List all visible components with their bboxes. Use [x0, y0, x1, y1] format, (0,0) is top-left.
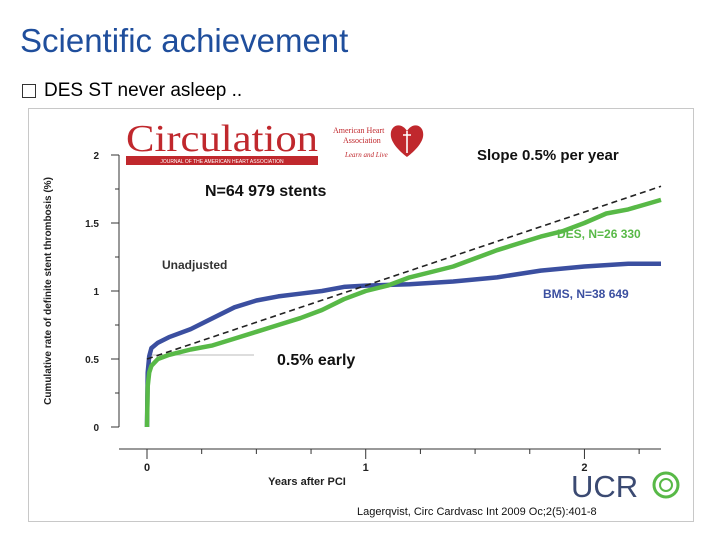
y-tick-label: 1.5 [85, 219, 99, 230]
x-axis-label: Years after PCI [268, 476, 346, 488]
bms-series-line [144, 261, 661, 428]
aha-line2: Association [343, 136, 381, 145]
circulation-logo: Circulation JOURNAL OF THE AMERICAN HEAR… [123, 118, 321, 165]
aha-line1: American Heart [333, 126, 385, 135]
ucr-ring-icon [652, 471, 680, 499]
y-tick-label: 2 [93, 151, 99, 162]
y-ticks: 0 0.5 1 1.5 2 [85, 151, 119, 434]
aha-logo: American Heart Association Learn and Liv… [333, 125, 424, 159]
x-tick-label: 2 [581, 462, 587, 474]
slope-label: Slope 0.5% per year [477, 147, 619, 164]
figure-panel: 0 0.5 1 1.5 2 0 1 2 Cumulative rate of definit… [28, 108, 694, 522]
km-chart: 0 0.5 1 1.5 2 0 1 2 Cumulative rate of definit… [43, 118, 680, 518]
n-stents-label: N=64 979 stents [205, 183, 327, 200]
bullet-item: DES ST never asleep .. [22, 80, 242, 102]
bullet-box-icon [22, 84, 36, 98]
slope-reference-line [146, 185, 662, 360]
bullet-text: DES ST never asleep .. [44, 80, 243, 101]
unadjusted-label: Unadjusted [162, 258, 227, 272]
y-tick-label: 0.5 [85, 355, 99, 366]
x-ticks: 0 1 2 [144, 449, 640, 474]
circulation-banner [126, 156, 318, 165]
series-group [144, 185, 662, 428]
aha-tagline: Learn and Live [344, 151, 388, 159]
ucr-wordmark: UCR [571, 469, 638, 504]
bms-series-label: BMS, N=38 649 [543, 287, 629, 301]
x-tick-label: 1 [363, 462, 369, 474]
torch-icon [403, 131, 411, 153]
circulation-subtitle: JOURNAL OF THE AMERICAN HEART ASSOCIATIO… [160, 159, 284, 165]
x-tick-label: 0 [144, 462, 150, 474]
slide-title: Scientific achievement [20, 22, 349, 59]
early-label: 0.5% early [277, 352, 355, 369]
ucr-inner-ring-icon [659, 478, 673, 492]
citation: Lagerqvist, Circ Cardvasc Int 2009 Oc;2(… [357, 506, 597, 518]
ucr-logo: UCR [571, 469, 680, 504]
des-series-line [144, 197, 662, 428]
y-axis-label: Cumulative rate of definite stent thromb… [43, 177, 54, 405]
des-series-label: DES, N=26 330 [557, 227, 641, 241]
y-tick-label: 0 [93, 423, 99, 434]
y-tick-label: 1 [93, 287, 99, 298]
circulation-wordmark: Circulation [126, 118, 318, 160]
